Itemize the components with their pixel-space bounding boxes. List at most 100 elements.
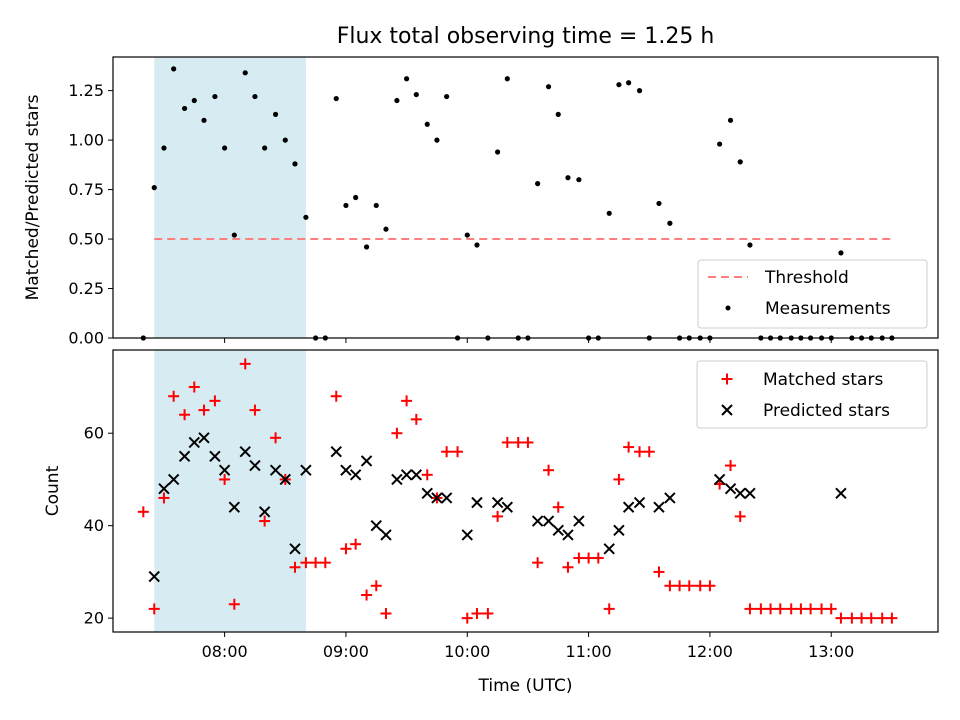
bottom-legend-box [696, 360, 928, 429]
predicted-star-point [664, 492, 676, 504]
measurement-point [404, 76, 410, 82]
predicted-star-point [734, 487, 746, 500]
legend-matched-swatch [721, 373, 733, 385]
predicted-star-point [461, 529, 473, 541]
bottom-y-ticks: 20 40 60 [84, 424, 113, 628]
predicted-star-point [148, 570, 160, 583]
y-tick-label: 1.25 [68, 81, 104, 100]
bottom-x-ticks: 08:00 09:00 10:00 11:00 12:00 13:00 [202, 632, 854, 661]
predicted-star-point [228, 501, 241, 513]
predicted-star-point [158, 482, 170, 495]
predicted-star-point [198, 432, 210, 444]
measurement-point [636, 88, 643, 94]
y-tick-label: 1.00 [68, 131, 104, 150]
predicted-star-point [531, 515, 544, 527]
predicted-star-point [713, 473, 726, 486]
measurement-point [161, 145, 167, 151]
predicted-star-point [431, 492, 443, 504]
predicted-star-point [167, 473, 180, 486]
y-tick-label: 60 [84, 424, 104, 443]
measurement-point [545, 84, 552, 90]
measurement-point [838, 250, 844, 256]
measurement-point [151, 185, 157, 191]
predicted-star-point [391, 473, 403, 486]
top-panel: 0.00 0.25 0.50 0.75 1.00 1.25 Flux total obse… [23, 24, 939, 348]
y-tick-label: 0.75 [68, 180, 104, 199]
x-tick-label: 10:00 [444, 642, 490, 661]
predicted-star-point [562, 529, 574, 541]
y-tick-label: 40 [84, 516, 104, 535]
predicted-star-point [471, 496, 483, 509]
legend-predicted-swatch [721, 404, 733, 416]
bottom-axes-frame [112, 349, 939, 633]
y-tick-label: 20 [84, 609, 104, 628]
y-tick-label: 0.50 [68, 230, 104, 249]
measurement-point [343, 202, 349, 209]
predicted-star-point [653, 501, 665, 513]
predicted-star-point [218, 464, 231, 476]
measurement-point [191, 97, 197, 104]
legend-predicted-label: Predicted stars [763, 401, 890, 421]
predicted-star-point [380, 529, 392, 541]
legend-threshold-label: Threshold [764, 268, 849, 288]
legend-predicted-marker [721, 404, 733, 416]
predicted-star-point [269, 464, 282, 476]
measurement-point [535, 181, 541, 187]
predicted-star-point [300, 464, 312, 476]
measurement-point [717, 141, 723, 147]
top-legend-box [697, 259, 928, 329]
measurement-point [272, 111, 279, 117]
measurement-point [242, 70, 248, 76]
measurement-point [181, 105, 188, 112]
measurement-point [464, 232, 470, 238]
y-tick-label: 0.25 [68, 279, 104, 298]
measurement-point [212, 93, 218, 100]
measurement-point [504, 76, 510, 82]
measurement-point [626, 80, 632, 86]
measurement-point [565, 175, 571, 181]
measurement-point [727, 117, 734, 123]
measurement-point [444, 93, 450, 100]
predicted-star-point [724, 482, 737, 495]
predicted-star-point [573, 515, 585, 527]
x-tick-label: 12:00 [687, 642, 733, 661]
predicted-star-point [178, 450, 191, 463]
measurement-point [201, 117, 207, 123]
measurement-point [262, 145, 268, 151]
chart-title: Flux total observing time = 1.25 h [337, 24, 715, 49]
measurement-point [434, 137, 440, 143]
predicted-star-point [370, 519, 382, 532]
predicted-star-point [279, 473, 291, 486]
legend-matched-label: Matched stars [763, 370, 883, 390]
predicted-star-point [835, 487, 847, 500]
legend-measurements-label: Measurements [765, 299, 891, 319]
bottom-highlight-span [154, 350, 306, 632]
predicted-star-point [603, 543, 615, 555]
predicted-star-point [289, 543, 301, 555]
predicted-stars-points [148, 432, 847, 583]
predicted-star-point [410, 469, 423, 481]
legend-measurements-swatch [725, 305, 731, 311]
bottom-panel: 20 40 60 08:00 09:00 10:00 11:00 12:00 13:00 Co… [43, 349, 939, 696]
measurement-point [373, 202, 379, 209]
x-tick-label: 13:00 [808, 642, 854, 661]
predicted-star-point [542, 515, 555, 527]
predicted-star-point [633, 496, 646, 509]
x-axis-label: Time (UTC) [478, 676, 573, 696]
predicted-star-point [613, 524, 625, 537]
predicted-star-point [349, 469, 362, 481]
measurement-point [171, 66, 177, 72]
measurement-point [282, 137, 288, 143]
top-legend: Threshold Measurements [697, 259, 928, 329]
measurement-point [292, 161, 298, 167]
predicted-star-point [249, 459, 261, 472]
measurement-point [424, 121, 430, 127]
measurement-point [667, 220, 673, 226]
top-y-ticks: 0.00 0.25 0.50 0.75 1.00 1.25 [68, 81, 113, 348]
measurement-point [606, 210, 612, 216]
measurement-point [394, 97, 400, 104]
measurement-point [555, 111, 561, 117]
predicted-star-point [400, 469, 413, 481]
